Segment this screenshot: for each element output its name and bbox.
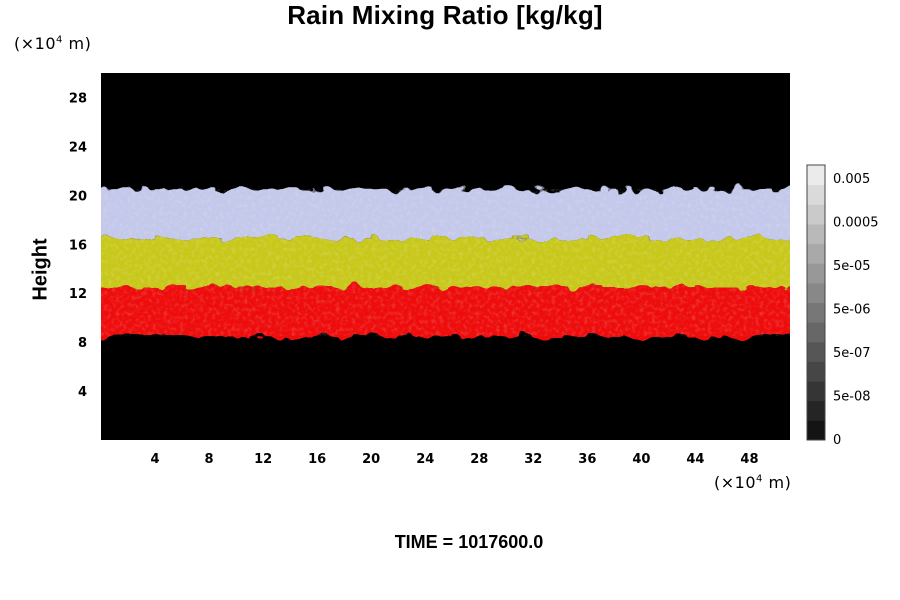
y-tick-label: 20 (69, 189, 87, 204)
y-tick-label: 28 (69, 91, 87, 106)
colorbar-swatch (807, 282, 825, 303)
layer-texture-yellow (101, 238, 790, 288)
x-tick-label: 48 (740, 452, 758, 467)
x-tick-label: 16 (308, 452, 326, 467)
colorbar-swatch (807, 361, 825, 382)
colorbar-swatch (807, 223, 825, 245)
colorbar-swatch (807, 322, 825, 343)
colorbar-swatch (807, 165, 825, 186)
y-tick-label: 24 (69, 140, 87, 155)
y-tick-label: 16 (69, 238, 87, 253)
colorbar-label: 5e-08 (833, 390, 871, 405)
colorbar-swatch (807, 341, 825, 362)
x-tick-label: 44 (686, 452, 704, 467)
chart-title: Rain Mixing Ratio [kg/kg] (287, 0, 603, 30)
x-tick-label: 20 (362, 452, 380, 467)
x-axis-unit: (×104 m) (714, 473, 792, 492)
colorbar-label: 5e-05 (833, 259, 871, 274)
layer-texture-lavender (101, 189, 790, 239)
x-tick-label: 24 (416, 452, 434, 467)
x-tick-label: 12 (254, 452, 272, 467)
x-tick-label: 32 (524, 452, 542, 467)
layer-texture-red (101, 287, 790, 337)
colorbar-swatch (807, 400, 825, 421)
y-tick-label: 4 (78, 385, 87, 400)
x-tick-label: 28 (470, 452, 488, 467)
colorbar-swatch (807, 184, 825, 205)
x-tick-label: 36 (578, 452, 596, 467)
y-axis-unit: (×104 m) (14, 34, 92, 53)
colorbar-swatch (807, 302, 825, 323)
colorbar-swatch (807, 204, 825, 225)
y-tick-label: 12 (69, 287, 87, 302)
colorbar-label: 0.0005 (833, 216, 879, 231)
colorbar-swatch (807, 263, 825, 284)
colorbar-swatch (807, 420, 825, 441)
x-tick-label: 4 (151, 452, 160, 467)
colorbar-label: 0.005 (833, 172, 870, 187)
x-tick-label: 40 (632, 452, 650, 467)
colorbar-frame (806, 164, 826, 441)
colorbar-label: 5e-06 (833, 303, 871, 318)
colorbar-swatch (807, 243, 825, 264)
time-label: TIME = 1017600.0 (394, 532, 544, 552)
colorbar-label: 0 (833, 433, 841, 448)
colorbar-swatch (807, 381, 825, 402)
x-tick-label: 8 (205, 452, 214, 467)
colorbar-label: 5e-07 (833, 346, 871, 361)
y-tick-label: 8 (78, 336, 87, 351)
